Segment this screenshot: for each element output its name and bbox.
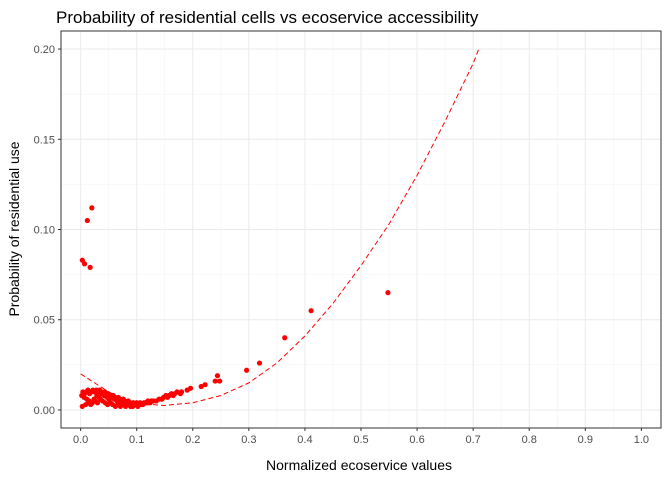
x-tick-label: 0.4 xyxy=(297,434,312,446)
data-point xyxy=(87,264,93,270)
data-point xyxy=(212,378,218,384)
data-point xyxy=(282,335,288,341)
data-point xyxy=(217,378,223,384)
data-point xyxy=(81,261,88,267)
gridlines xyxy=(61,31,661,428)
x-tick-label: 0.9 xyxy=(578,434,593,446)
y-axis-title: Probability of residential use xyxy=(6,141,22,316)
x-tick-label: 0.2 xyxy=(185,434,200,446)
fit-line xyxy=(80,48,480,406)
y-tick-label: 0.20 xyxy=(34,44,55,56)
y-tick-label: 0.00 xyxy=(34,405,55,417)
data-point xyxy=(198,383,204,390)
data-point xyxy=(129,401,135,408)
data-point xyxy=(256,360,263,366)
data-point xyxy=(214,373,221,379)
data-point xyxy=(96,394,102,400)
x-axis-ticks: 0.0 0.1 0.2 0.3 0.4 0.5 0.6 0.7 0.8 0.9 1.0 xyxy=(73,428,649,446)
x-tick-label: 1.0 xyxy=(634,434,649,446)
x-tick-label: 0.3 xyxy=(241,434,256,446)
data-point xyxy=(89,205,95,211)
data-point xyxy=(244,367,250,373)
chart-title: Probability of residential cells vs ecos… xyxy=(56,8,479,27)
x-tick-label: 0.5 xyxy=(353,434,368,446)
data-point xyxy=(91,396,97,402)
data-point xyxy=(385,290,391,296)
x-tick-label: 0.7 xyxy=(466,434,481,446)
data-points xyxy=(79,205,391,409)
data-point xyxy=(202,382,208,388)
y-axis-ticks: 0.00 0.05 0.10 0.15 0.20 xyxy=(34,44,61,417)
data-point xyxy=(148,398,154,404)
x-tick-label: 0.6 xyxy=(409,434,424,446)
data-point xyxy=(88,401,94,408)
fit-line-layer xyxy=(80,48,480,406)
x-axis-title: Normalized ecoservice values xyxy=(266,457,452,473)
y-tick-label: 0.05 xyxy=(34,315,55,327)
x-tick-label: 0.8 xyxy=(522,434,537,446)
data-point xyxy=(308,308,314,314)
y-tick-label: 0.15 xyxy=(34,134,55,146)
x-tick-label: 0.0 xyxy=(73,434,88,446)
data-point xyxy=(184,387,190,393)
data-point xyxy=(94,400,101,406)
x-tick-label: 0.1 xyxy=(129,434,144,446)
data-point xyxy=(84,217,90,224)
y-tick-label: 0.10 xyxy=(34,225,55,237)
